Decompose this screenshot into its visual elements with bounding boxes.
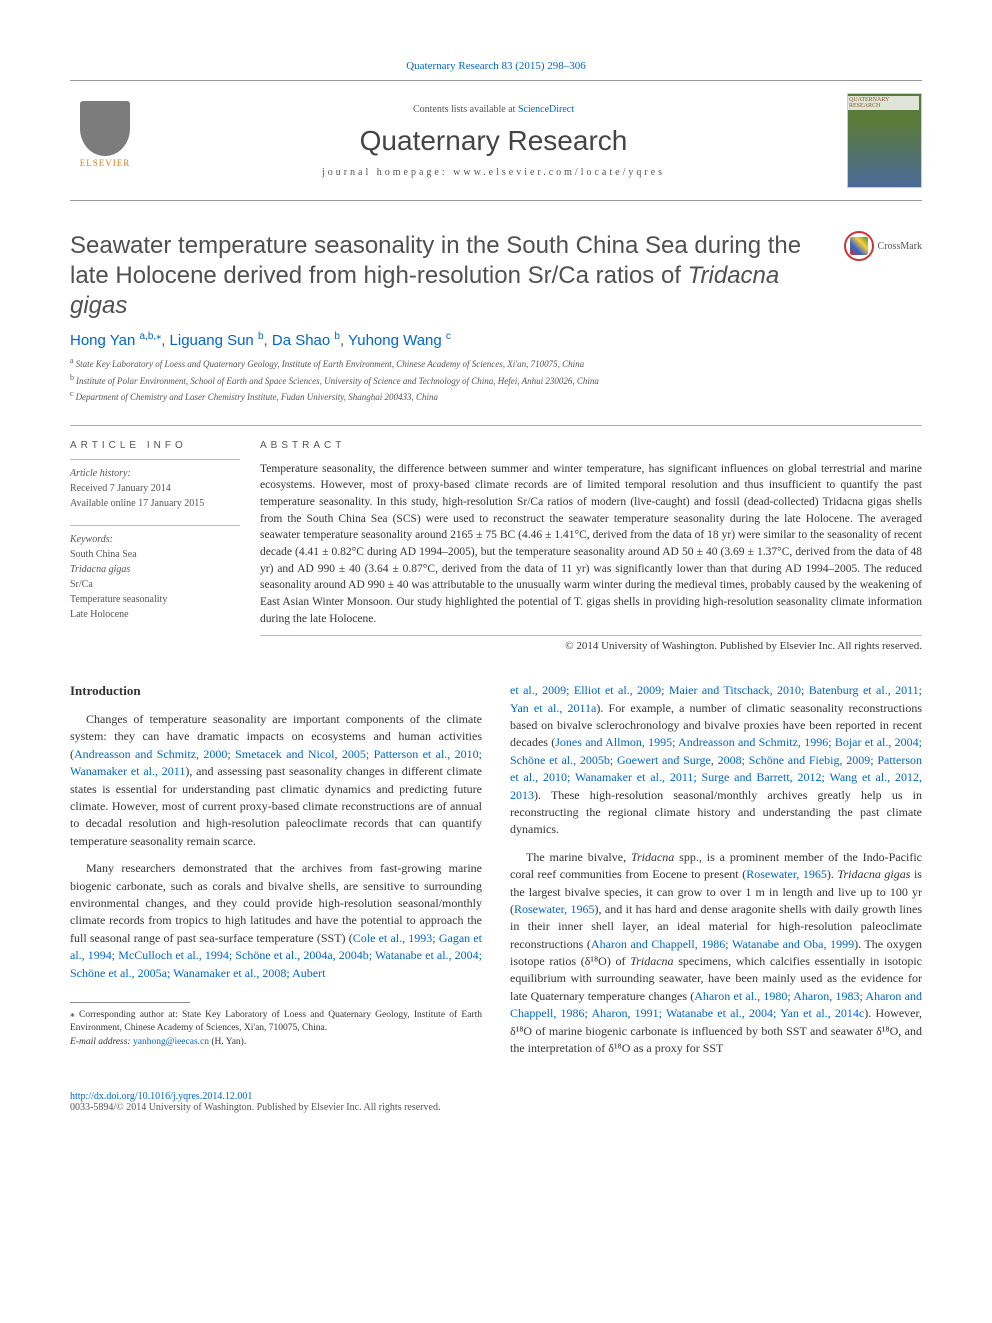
keyword-item: Sr/Ca [70,577,240,592]
p4-it1: Tridacna [631,850,674,864]
homepage-line: journal homepage: www.elsevier.com/locat… [140,167,847,178]
history-label: Article history: [70,468,131,479]
affiliation-line: b Institute of Polar Environment, School… [70,372,922,389]
masthead-center: Contents lists available at ScienceDirec… [140,104,847,178]
p4-cite1[interactable]: Rosewater, 1965 [746,867,827,881]
p4-c: ). [827,867,838,881]
corr-author-text: ⁎ Corresponding author at: State Key Lab… [70,1009,482,1036]
homepage-prefix: journal homepage: [322,167,453,178]
sciencedirect-link[interactable]: ScienceDirect [518,104,574,115]
crossmark-label: CrossMark [878,241,922,252]
author-affil-sup: a,b, [140,331,157,342]
author-link[interactable]: Liguang Sun [170,332,258,349]
p4-it3: Tridacna [630,954,673,968]
article-title: Seawater temperature seasonality in the … [70,231,828,321]
citation-header: Quaternary Research 83 (2015) 298–306 [70,60,922,72]
masthead: ELSEVIER Contents lists available at Sci… [70,80,922,201]
citation-link[interactable]: Quaternary Research 83 (2015) 298–306 [406,60,586,72]
keyword-item: South China Sea [70,547,240,562]
author-link[interactable]: Da Shao [272,332,335,349]
article-info-column: ARTICLE INFO Article history: Received 7… [70,440,260,653]
author-affil-sup: b [334,331,340,342]
elsevier-logo: ELSEVIER [70,101,140,181]
right-column: et al., 2009; Elliot et al., 2009; Maier… [510,682,922,1067]
issn-copyright: 0033-5894/© 2014 University of Washingto… [70,1102,440,1113]
author-affil-sup: b [258,331,264,342]
article-history-block: Article history: Received 7 January 2014… [70,459,240,511]
affiliations: a State Key Laboratory of Loess and Quat… [70,355,922,405]
author-link[interactable]: Yuhong Wang [348,332,446,349]
p4-cite2[interactable]: Rosewater, 1965 [514,902,595,916]
paragraph-4: The marine bivalve, Tridacna spp., is a … [510,849,922,1058]
elsevier-tree-icon [80,101,130,156]
crossmark-icon [844,231,874,261]
paragraph-3: et al., 2009; Elliot et al., 2009; Maier… [510,682,922,839]
received-date: Received 7 January 2014 [70,483,171,494]
email-link[interactable]: yanhong@ieecas.cn [133,1037,209,1047]
homepage-url: www.elsevier.com/locate/yqres [453,167,665,178]
abstract-column: ABSTRACT Temperature seasonality, the di… [260,440,922,653]
authors-line: Hong Yan a,b,⁎, Liguang Sun b, Da Shao b… [70,331,922,349]
cover-label: QUATERNARY RESEARCH [848,96,919,110]
email-who: (H. Yan). [209,1037,246,1047]
abstract-copyright: © 2014 University of Washington. Publish… [260,635,922,652]
article-info-head: ARTICLE INFO [70,440,240,451]
journal-cover-thumbnail: QUATERNARY RESEARCH [847,93,922,188]
contents-line: Contents lists available at ScienceDirec… [140,104,847,115]
keywords-label: Keywords: [70,534,113,545]
doi-link[interactable]: http://dx.doi.org/10.1016/j.yqres.2014.1… [70,1091,252,1102]
affiliation-line: c Department of Chemistry and Laser Chem… [70,388,922,405]
keyword-item: Tridacna gigas [70,562,240,577]
paragraph-2: Many researchers demonstrated that the a… [70,860,482,982]
introduction-heading: Introduction [70,682,482,701]
footnote-separator [70,1002,190,1003]
p4-cite3[interactable]: Aharon and Chappell, 1986; Watanabe and … [591,937,854,951]
body-columns: Introduction Changes of temperature seas… [70,682,922,1067]
available-date: Available online 17 January 2015 [70,498,204,509]
elsevier-label: ELSEVIER [80,158,131,168]
contents-prefix: Contents lists available at [413,104,518,115]
email-label: E-mail address: [70,1037,133,1047]
corresponding-star-icon: ⁎ [156,331,161,342]
affiliation-line: a State Key Laboratory of Loess and Quat… [70,355,922,372]
p4-a: The marine bivalve, [526,850,631,864]
abstract-text: Temperature seasonality, the difference … [260,461,922,628]
author-affil-sup: c [446,331,451,342]
p4-it2: Tridacna gigas [837,867,910,881]
p3-text-b: ). These high-resolution seasonal/monthl… [510,788,922,837]
page-footer: http://dx.doi.org/10.1016/j.yqres.2014.1… [70,1091,922,1113]
crossmark-badge[interactable]: CrossMark [844,231,922,261]
keyword-item: Temperature seasonality [70,592,240,607]
journal-name: Quaternary Research [140,125,847,157]
paragraph-1: Changes of temperature seasonality are i… [70,711,482,850]
left-column: Introduction Changes of temperature seas… [70,682,482,1067]
abstract-head: ABSTRACT [260,440,922,451]
keywords-block: Keywords: South China SeaTridacna gigasS… [70,525,240,622]
corresponding-author-footnote: ⁎ Corresponding author at: State Key Lab… [70,1009,482,1049]
author-link[interactable]: Hong Yan [70,332,140,349]
keyword-item: Late Holocene [70,607,240,622]
